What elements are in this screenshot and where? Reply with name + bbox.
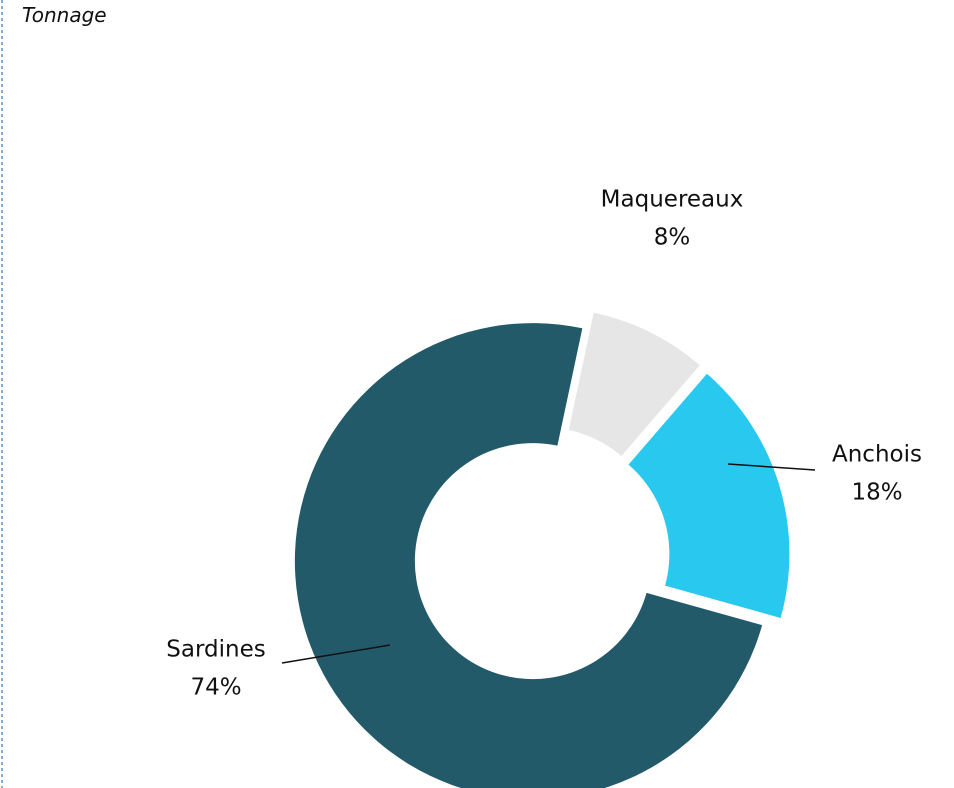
- slice-label: Sardines: [166, 637, 265, 663]
- slice-value-label: 74%: [190, 675, 241, 701]
- chart-title: Tonnage: [22, 3, 107, 27]
- slice-label: Anchois: [832, 442, 922, 468]
- slice-label: Maquereaux: [601, 187, 744, 213]
- slice-value-label: 18%: [851, 480, 902, 506]
- slice-value-label: 8%: [654, 225, 691, 251]
- leader-line: [727, 463, 816, 471]
- leader-line: [281, 644, 391, 664]
- donut-slice: [568, 312, 700, 457]
- donut-slice: [628, 373, 790, 618]
- donut-slice: [294, 323, 763, 788]
